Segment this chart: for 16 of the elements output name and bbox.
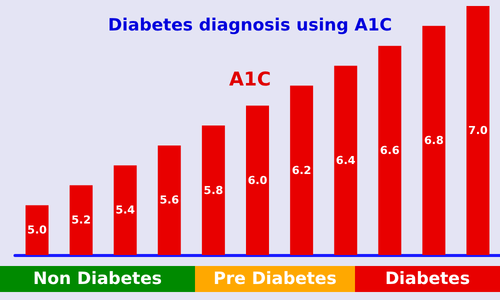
data-label: 5.0 bbox=[27, 224, 48, 237]
text: Diabetes bbox=[385, 269, 470, 289]
text: Pre Diabetes bbox=[213, 269, 337, 289]
data-label: 6.8 bbox=[424, 134, 444, 147]
data-label: 5.8 bbox=[204, 184, 224, 197]
data-label: 5.2 bbox=[71, 214, 91, 227]
text: Non Diabetes bbox=[33, 269, 162, 289]
data-label: 5.6 bbox=[160, 194, 180, 207]
text: Diabetes diagnosis using A1C bbox=[108, 16, 392, 36]
data-label: 5.4 bbox=[115, 204, 136, 217]
data-label: 6.0 bbox=[248, 174, 268, 187]
data-label: 6.2 bbox=[292, 164, 312, 177]
data-label: 6.6 bbox=[380, 144, 400, 157]
annotation: A1C bbox=[229, 68, 271, 90]
data-label: 7.0 bbox=[468, 124, 488, 137]
data-label: 6.4 bbox=[336, 154, 356, 167]
